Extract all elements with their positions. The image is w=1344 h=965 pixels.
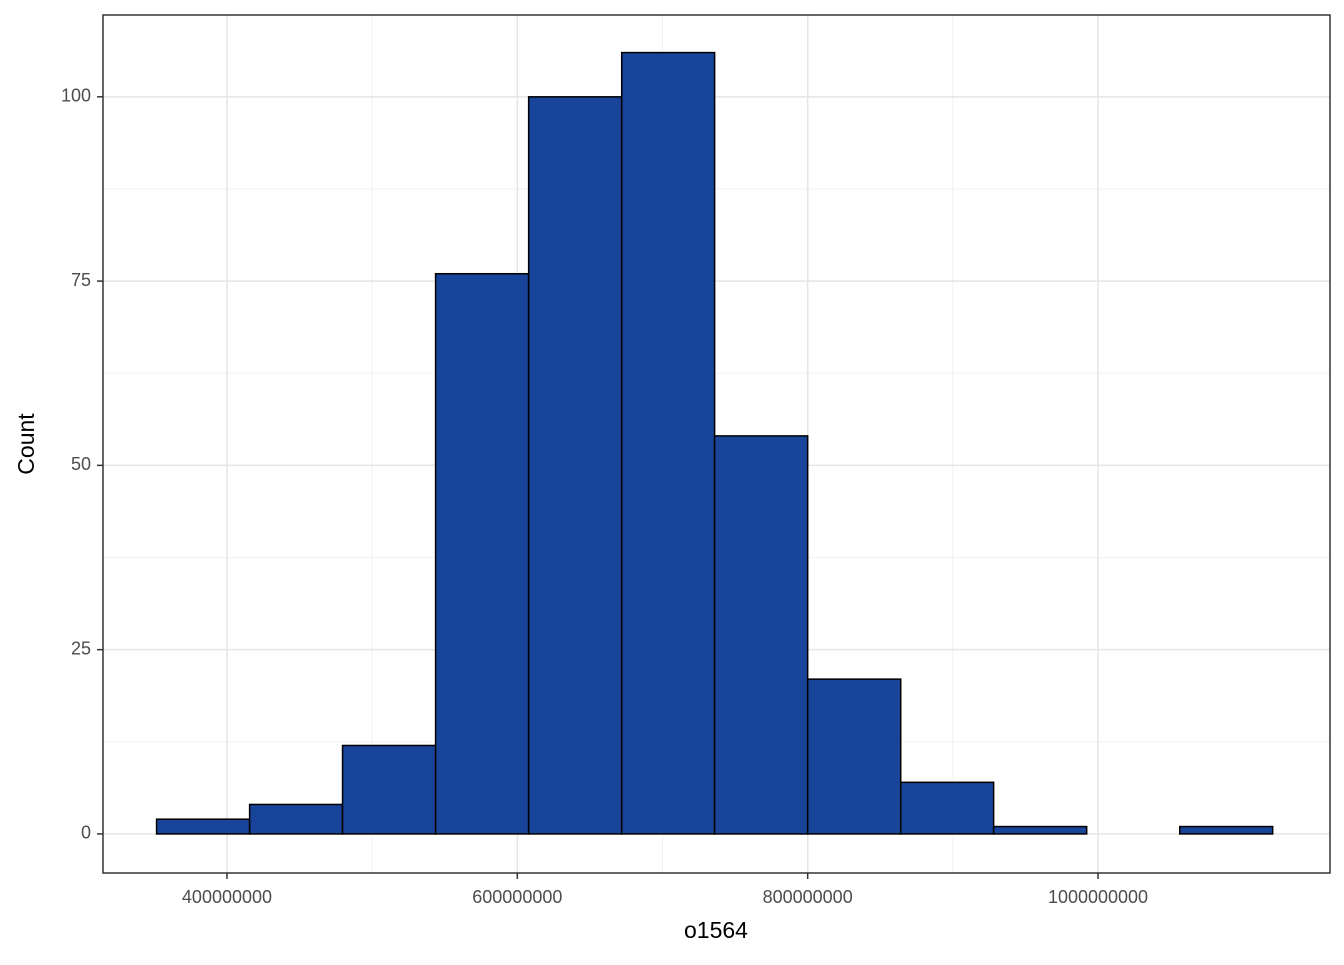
y-axis-title: Count xyxy=(13,413,39,475)
bar xyxy=(806,678,902,835)
bar xyxy=(527,96,623,835)
y-tick-label: 25 xyxy=(71,638,91,658)
y-tick-label: 50 xyxy=(71,454,91,474)
y-tick-label: 0 xyxy=(81,823,91,843)
x-tick-label: 800000000 xyxy=(763,887,853,907)
bar xyxy=(1178,825,1274,835)
x-tick-label: 1000000000 xyxy=(1048,887,1148,907)
bar xyxy=(434,272,530,835)
panel-border xyxy=(102,14,1331,874)
y-tick-label: 75 xyxy=(71,270,91,290)
x-tick-label: 600000000 xyxy=(472,887,562,907)
bar xyxy=(992,825,1088,835)
bar xyxy=(341,744,437,835)
y-tick-label: 100 xyxy=(61,86,91,106)
bar xyxy=(713,435,809,835)
bar xyxy=(620,51,716,835)
x-tick-label: 400000000 xyxy=(182,887,272,907)
x-axis-title: o1564 xyxy=(684,917,748,943)
bar xyxy=(899,781,995,835)
bar xyxy=(248,803,344,835)
bar xyxy=(155,818,251,835)
